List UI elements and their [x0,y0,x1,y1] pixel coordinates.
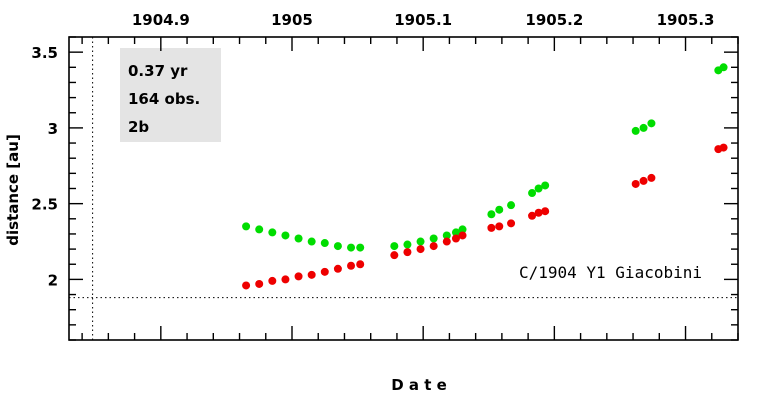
data-point [528,189,537,198]
data-point [429,234,438,243]
x-tick-label: 1905.2 [525,11,583,29]
data-point [294,234,303,243]
y-tick-label: 3.5 [31,44,58,62]
data-point [639,176,648,185]
data-point [647,173,656,182]
data-point [294,272,303,281]
data-points [242,63,728,290]
data-point [416,245,425,254]
data-point [307,237,316,246]
data-point [534,184,543,193]
data-point [320,239,329,248]
data-point [507,219,516,228]
data-point [403,240,412,249]
info-box-background [120,48,221,142]
data-point [429,242,438,251]
data-point [631,179,640,188]
reference-lines [69,37,738,340]
data-point [268,228,277,237]
data-point [639,123,648,132]
data-point [281,275,290,284]
x-tick-label: 1905.3 [657,11,715,29]
data-point [416,237,425,246]
data-point [507,201,516,210]
data-point [541,181,550,190]
comet-annotation: C/1904 Y1 Giacobini [519,263,702,282]
data-point [631,126,640,135]
data-point [333,242,342,251]
y-tick-label: 3 [48,120,58,138]
data-point [347,243,356,252]
data-point [495,205,504,214]
data-point [487,223,496,232]
data-point [281,231,290,240]
data-point [487,210,496,219]
x-tick-label: 1905.1 [394,11,452,29]
data-point [442,237,451,246]
data-point [647,119,656,128]
data-point [242,281,251,290]
y-axis-title: distance [au] [4,134,22,246]
data-point [320,267,329,276]
data-point [307,270,316,279]
data-point [403,248,412,257]
data-point [719,63,728,72]
data-point [495,222,504,231]
data-point [541,207,550,216]
info-box-line: 2b [128,118,149,136]
data-point [390,251,399,260]
data-point [356,260,365,269]
data-point [255,279,264,288]
x-tick-label: 1904.9 [132,11,190,29]
data-point [458,231,467,240]
data-point [390,242,399,251]
y-tick-label: 2.5 [31,196,58,214]
info-box-line: 0.37 yr [128,62,188,80]
data-point [451,228,460,237]
data-point [242,222,251,231]
info-box: 0.37 yr 164 obs. 2b [120,48,221,142]
data-point [442,231,451,240]
info-box-line: 164 obs. [128,90,200,108]
data-point [719,143,728,152]
data-point [347,261,356,270]
data-point [255,225,264,234]
data-point [534,208,543,217]
axes [68,36,739,341]
data-point [268,276,277,285]
y-tick-label: 2 [48,271,58,289]
x-tick-label: 1905 [271,11,313,29]
tick-labels: 1904.9 1905 1905.1 1905.2 1905.3 2 2.5 3 3.5 [31,11,714,289]
data-point [356,243,365,252]
data-point [458,225,467,234]
data-point [333,264,342,273]
data-point [451,234,460,243]
x-axis-title: D a t e [391,376,447,394]
data-point [528,211,537,220]
